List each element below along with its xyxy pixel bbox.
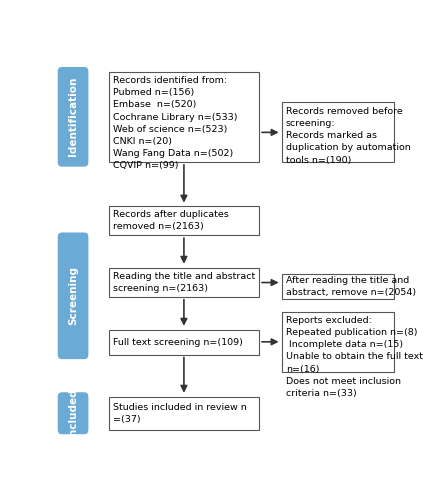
FancyBboxPatch shape <box>109 268 259 297</box>
Text: Records after duplicates
removed n=(2163): Records after duplicates removed n=(2163… <box>113 210 229 232</box>
FancyBboxPatch shape <box>282 312 394 372</box>
FancyBboxPatch shape <box>58 232 89 359</box>
FancyBboxPatch shape <box>109 72 259 162</box>
FancyBboxPatch shape <box>282 102 394 162</box>
FancyBboxPatch shape <box>58 67 89 166</box>
FancyBboxPatch shape <box>109 330 259 354</box>
FancyBboxPatch shape <box>58 392 89 434</box>
Text: Reports excluded:
Repeated publication n=(8)
 Incomplete data n=(15)
Unable to o: Reports excluded: Repeated publication n… <box>286 316 423 398</box>
Text: After reading the title and
abstract, remove n=(2054): After reading the title and abstract, re… <box>286 276 416 297</box>
Text: Full text screening n=(109): Full text screening n=(109) <box>113 338 243 346</box>
Text: Studies included in review n
=(37): Studies included in review n =(37) <box>113 402 247 424</box>
FancyBboxPatch shape <box>109 206 259 235</box>
Text: Screening: Screening <box>68 266 78 326</box>
FancyBboxPatch shape <box>109 397 259 430</box>
Text: Reading the title and abstract
screening n=(2163): Reading the title and abstract screening… <box>113 272 255 293</box>
FancyBboxPatch shape <box>282 274 394 298</box>
Text: Included: Included <box>68 388 78 438</box>
Text: Records removed before
screening:
Records marked as
duplication by automation
to: Records removed before screening: Record… <box>286 107 410 164</box>
Text: Records identified from:
Pubmed n=(156)
Embase  n=(520)
Cochrane Library n=(533): Records identified from: Pubmed n=(156) … <box>113 76 238 170</box>
Text: Identification: Identification <box>68 77 78 156</box>
